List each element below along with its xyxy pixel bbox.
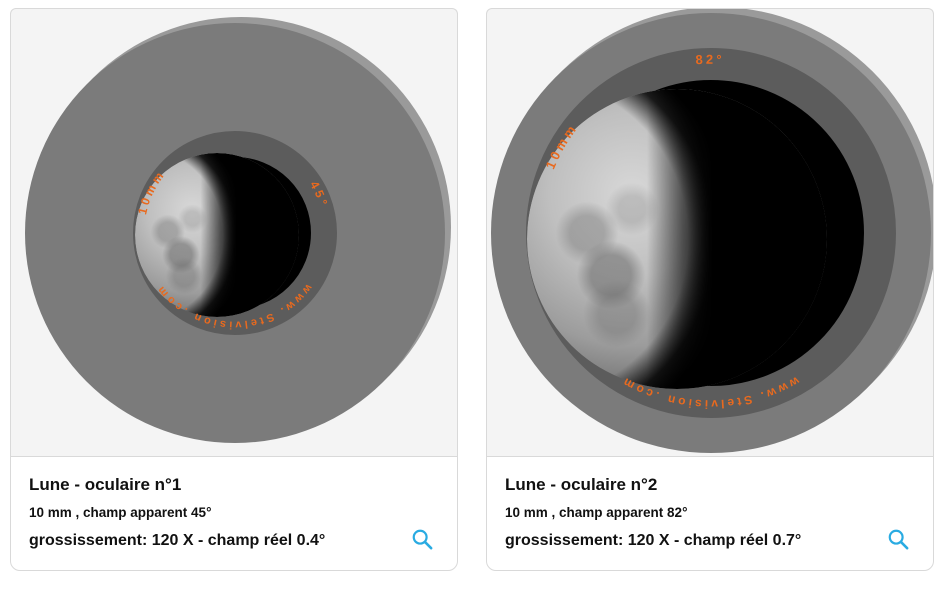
eyepiece-viz-1: 10mm 45° www. Stelvision .com (10, 8, 458, 456)
eyepiece-card-1: 10mm 45° www. Stelvision .com Lune - ocu… (10, 8, 458, 571)
eyepiece-viz-2: 10mm 82° www. Stelvision .com (486, 8, 934, 456)
caption-subtitle: 10 mm , champ apparent 45° (29, 505, 439, 520)
caption-title: Lune - oculaire n°2 (505, 475, 915, 495)
eyepiece-caption-1: Lune - oculaire n°1 10 mm , champ appare… (10, 456, 458, 571)
caption-mainline: grossissement: 120 X - champ réel 0.4° (29, 532, 439, 550)
moon-image (527, 89, 827, 389)
moon-image (135, 153, 299, 317)
zoom-icon[interactable] (887, 528, 909, 550)
eyepiece-comparison-row: 10mm 45° www. Stelvision .com Lune - ocu… (0, 0, 952, 579)
caption-mainline: grossissement: 120 X - champ réel 0.7° (505, 532, 915, 550)
eyepiece-card-2: 10mm 82° www. Stelvision .com Lune - ocu… (486, 8, 934, 571)
eyepiece-caption-2: Lune - oculaire n°2 10 mm , champ appare… (486, 456, 934, 571)
caption-title: Lune - oculaire n°1 (29, 475, 439, 495)
caption-subtitle: 10 mm , champ apparent 82° (505, 505, 915, 520)
zoom-icon[interactable] (411, 528, 433, 550)
